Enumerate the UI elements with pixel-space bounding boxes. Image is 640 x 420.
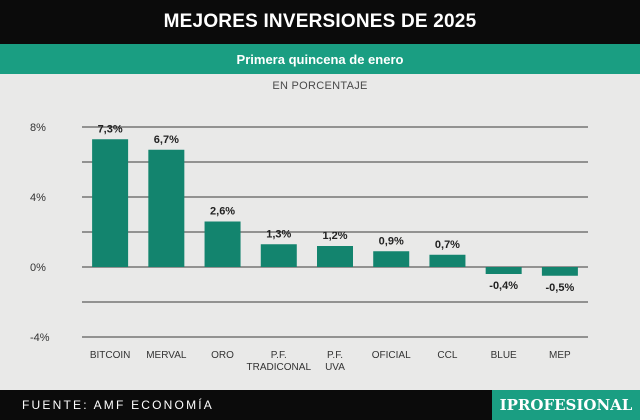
x-tick-label: CCL <box>437 350 457 361</box>
bar <box>204 221 241 267</box>
data-label: 1,2% <box>322 230 347 242</box>
y-tick-label: 4% <box>30 192 46 204</box>
bar <box>373 251 410 267</box>
data-label: 2,6% <box>210 206 235 218</box>
x-tick-label: P.F. <box>271 350 287 361</box>
data-label: 0,7% <box>435 239 460 251</box>
data-label: -0,4% <box>489 280 518 292</box>
footer: FUENTE: AMF ECONOMÍA IPROFESIONAL <box>0 390 640 420</box>
chart-title: MEJORES INVERSIONES DE 2025 <box>0 0 640 44</box>
y-tick-label: -4% <box>30 332 50 344</box>
bar <box>317 246 353 267</box>
x-tick-label: MERVAL <box>146 350 187 361</box>
data-label: 6,7% <box>154 134 179 146</box>
x-tick-label: BLUE <box>491 350 517 361</box>
chart-subtitle-text: Primera quincena de enero <box>236 51 404 67</box>
x-tick-label: OFICIAL <box>372 350 411 361</box>
data-label: 7,3% <box>98 123 123 135</box>
brand-logo: IPROFESIONAL <box>492 390 640 420</box>
bar-chart: 8% 4% 0% -4% 7,3% BITCOIN 6,7% MERVAL 2,6% ORO 1,3… <box>30 122 588 373</box>
chart-subtitle: Primera quincena de enero <box>0 44 640 74</box>
x-tick-label: BITCOIN <box>90 350 131 361</box>
chart-title-text: MEJORES INVERSIONES DE 2025 <box>163 11 477 32</box>
data-label: -0,5% <box>546 282 575 294</box>
bar <box>148 149 185 267</box>
x-tick-label: UVA <box>325 362 345 373</box>
bar <box>429 254 466 267</box>
bar <box>92 139 129 267</box>
x-tick-label: ORO <box>211 350 234 361</box>
x-tick-label: TRADICONAL <box>247 362 312 373</box>
bar <box>260 244 297 267</box>
x-tick-label: MEP <box>549 350 571 361</box>
data-label: 1,3% <box>266 228 291 240</box>
unit-label: EN PORCENTAJE <box>272 80 368 92</box>
y-tick-label: 8% <box>30 122 46 134</box>
bar <box>485 267 522 274</box>
brand-logo-text: IPROFESIONAL <box>499 396 633 414</box>
bar <box>541 267 578 276</box>
data-label: 0,9% <box>379 235 404 247</box>
source-text: FUENTE: AMF ECONOMÍA <box>22 398 215 412</box>
y-tick-label: 0% <box>30 262 46 274</box>
x-tick-label: P.F. <box>327 350 343 361</box>
